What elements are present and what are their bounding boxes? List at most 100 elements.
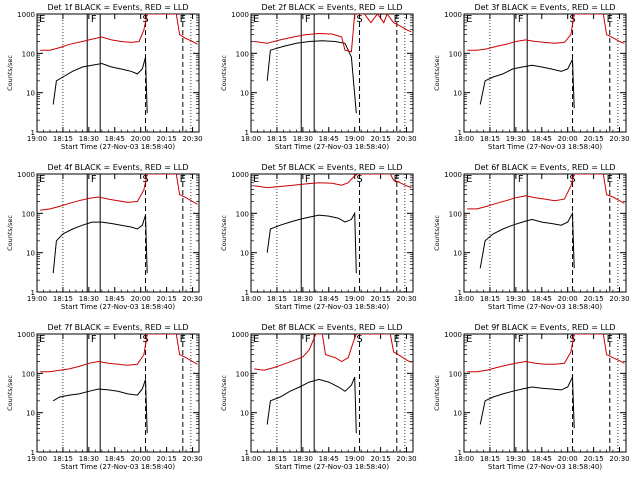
x-tick-label: 18:15 — [480, 295, 500, 303]
plot-frame — [463, 173, 627, 293]
x-tick-label: 20:15 — [584, 295, 604, 303]
marker-label-f: F — [305, 334, 311, 345]
x-tick-label: 18:45 — [105, 455, 125, 463]
marker-label-e: E — [253, 174, 259, 185]
x-tick-label: 20:00 — [131, 455, 151, 463]
x-tick-label: 19:30 — [506, 455, 526, 463]
x-tick-label: 20:30 — [396, 135, 416, 143]
marker-label-e: E — [39, 174, 45, 185]
x-tick-label: 18:30 — [293, 295, 313, 303]
lld-series-line — [254, 334, 412, 371]
x-tick-label: 19:00 — [345, 455, 365, 463]
y-tick-label: 10 — [240, 410, 249, 418]
x-axis-label: Start Time (27-Nov-03 18:58:40) — [488, 303, 602, 311]
events-series-line — [266, 376, 357, 434]
x-tick-label: 18:00 — [241, 295, 261, 303]
marker-label-s: S — [356, 14, 362, 25]
marker-label-e: E — [394, 174, 400, 185]
x-tick-label: 20:15 — [371, 135, 391, 143]
panel-title: Det 7f BLACK = Events, RED = LLD — [47, 323, 188, 332]
marker-label-f: F — [518, 14, 524, 25]
y-tick-label: 100 — [236, 210, 249, 218]
marker-label-e: E — [180, 174, 186, 185]
marker-label-e: E — [394, 14, 400, 25]
lld-series-line — [40, 334, 198, 373]
marker-label-e: E — [607, 334, 613, 345]
marker-label-e: E — [466, 14, 472, 25]
y-tick-label: 1000 — [17, 331, 35, 339]
events-series-line — [52, 56, 148, 114]
x-tick-label: 20:15 — [157, 455, 177, 463]
x-tick-label: 20:15 — [371, 455, 391, 463]
x-tick-label: 18:45 — [319, 135, 339, 143]
x-axis-label: Start Time (27-Nov-03 18:58:40) — [275, 463, 389, 471]
x-tick-label: 19:30 — [506, 135, 526, 143]
x-tick-label: 18:00 — [454, 295, 474, 303]
events-series-line — [479, 376, 575, 429]
marker-label-e: E — [466, 174, 472, 185]
y-tick-label: 1000 — [444, 171, 462, 179]
x-tick-label: 18:30 — [79, 455, 99, 463]
y-tick-label: 1000 — [444, 11, 462, 19]
marker-label-e: E — [607, 14, 613, 25]
x-tick-label: 19:00 — [345, 135, 365, 143]
marker-label-e: E — [394, 334, 400, 345]
x-tick-label: 18:15 — [480, 455, 500, 463]
y-axis-label: Counts/sec — [6, 375, 14, 411]
y-tick-label: 10 — [240, 90, 249, 98]
x-tick-label: 20:30 — [182, 135, 202, 143]
x-axis-label: Start Time (27-Nov-03 18:58:40) — [488, 143, 602, 151]
x-tick-label: 20:00 — [558, 295, 578, 303]
y-tick-label: 10 — [26, 250, 35, 258]
detector-panel: Det 8f BLACK = Events, RED = LLD 1 10 100 10… — [220, 323, 417, 471]
y-tick-label: 1000 — [231, 331, 249, 339]
y-axis-label: Counts/sec — [6, 215, 14, 251]
x-tick-label: 20:15 — [371, 295, 391, 303]
marker-label-f: F — [91, 14, 97, 25]
x-tick-label: 20:30 — [182, 455, 202, 463]
events-series-line — [52, 214, 148, 274]
x-tick-label: 20:15 — [157, 295, 177, 303]
x-tick-label: 18:30 — [79, 135, 99, 143]
marker-label-f: F — [305, 14, 311, 25]
x-tick-label: 20:15 — [584, 455, 604, 463]
x-tick-label: 18:45 — [105, 295, 125, 303]
y-tick-label: 100 — [22, 210, 35, 218]
x-tick-label: 20:15 — [157, 135, 177, 143]
plot-frame — [36, 173, 200, 293]
x-tick-label: 18:30 — [293, 135, 313, 143]
events-series-line — [266, 211, 357, 274]
y-tick-label: 100 — [449, 50, 462, 58]
plot-frame — [250, 333, 414, 453]
marker-label-e: E — [180, 334, 186, 345]
detector-panel: Det 6f BLACK = Events, RED = LLD 1 10 100 10… — [433, 163, 630, 311]
marker-label-e: E — [466, 334, 472, 345]
y-tick-label: 1 — [31, 129, 35, 137]
x-tick-label: 18:45 — [319, 295, 339, 303]
x-tick-label: 18:30 — [293, 455, 313, 463]
y-tick-label: 1 — [458, 449, 462, 457]
marker-label-f: F — [305, 174, 311, 185]
panel-title: Det 4f BLACK = Events, RED = LLD — [47, 163, 188, 172]
plot-frame — [250, 13, 414, 133]
y-tick-label: 1000 — [17, 11, 35, 19]
x-tick-label: 18:15 — [267, 455, 287, 463]
y-tick-label: 1 — [31, 449, 35, 457]
x-tick-label: 18:45 — [105, 135, 125, 143]
y-tick-label: 100 — [22, 50, 35, 58]
lld-series-line — [40, 14, 198, 51]
x-tick-label: 20:30 — [396, 295, 416, 303]
y-tick-label: 1 — [31, 289, 35, 297]
detector-panel: Det 1f BLACK = Events, RED = LLD 1 10 100 10… — [6, 3, 203, 151]
marker-label-f: F — [518, 334, 524, 345]
marker-label-e: E — [607, 174, 613, 185]
lld-series-line — [467, 334, 625, 373]
y-tick-label: 10 — [26, 90, 35, 98]
x-tick-label: 18:15 — [267, 135, 287, 143]
y-tick-label: 100 — [22, 370, 35, 378]
marker-label-e: E — [253, 14, 259, 25]
x-tick-label: 19:00 — [27, 135, 47, 143]
y-tick-label: 100 — [449, 370, 462, 378]
marker-label-f: F — [518, 174, 524, 185]
y-axis-label: Counts/sec — [220, 55, 228, 91]
